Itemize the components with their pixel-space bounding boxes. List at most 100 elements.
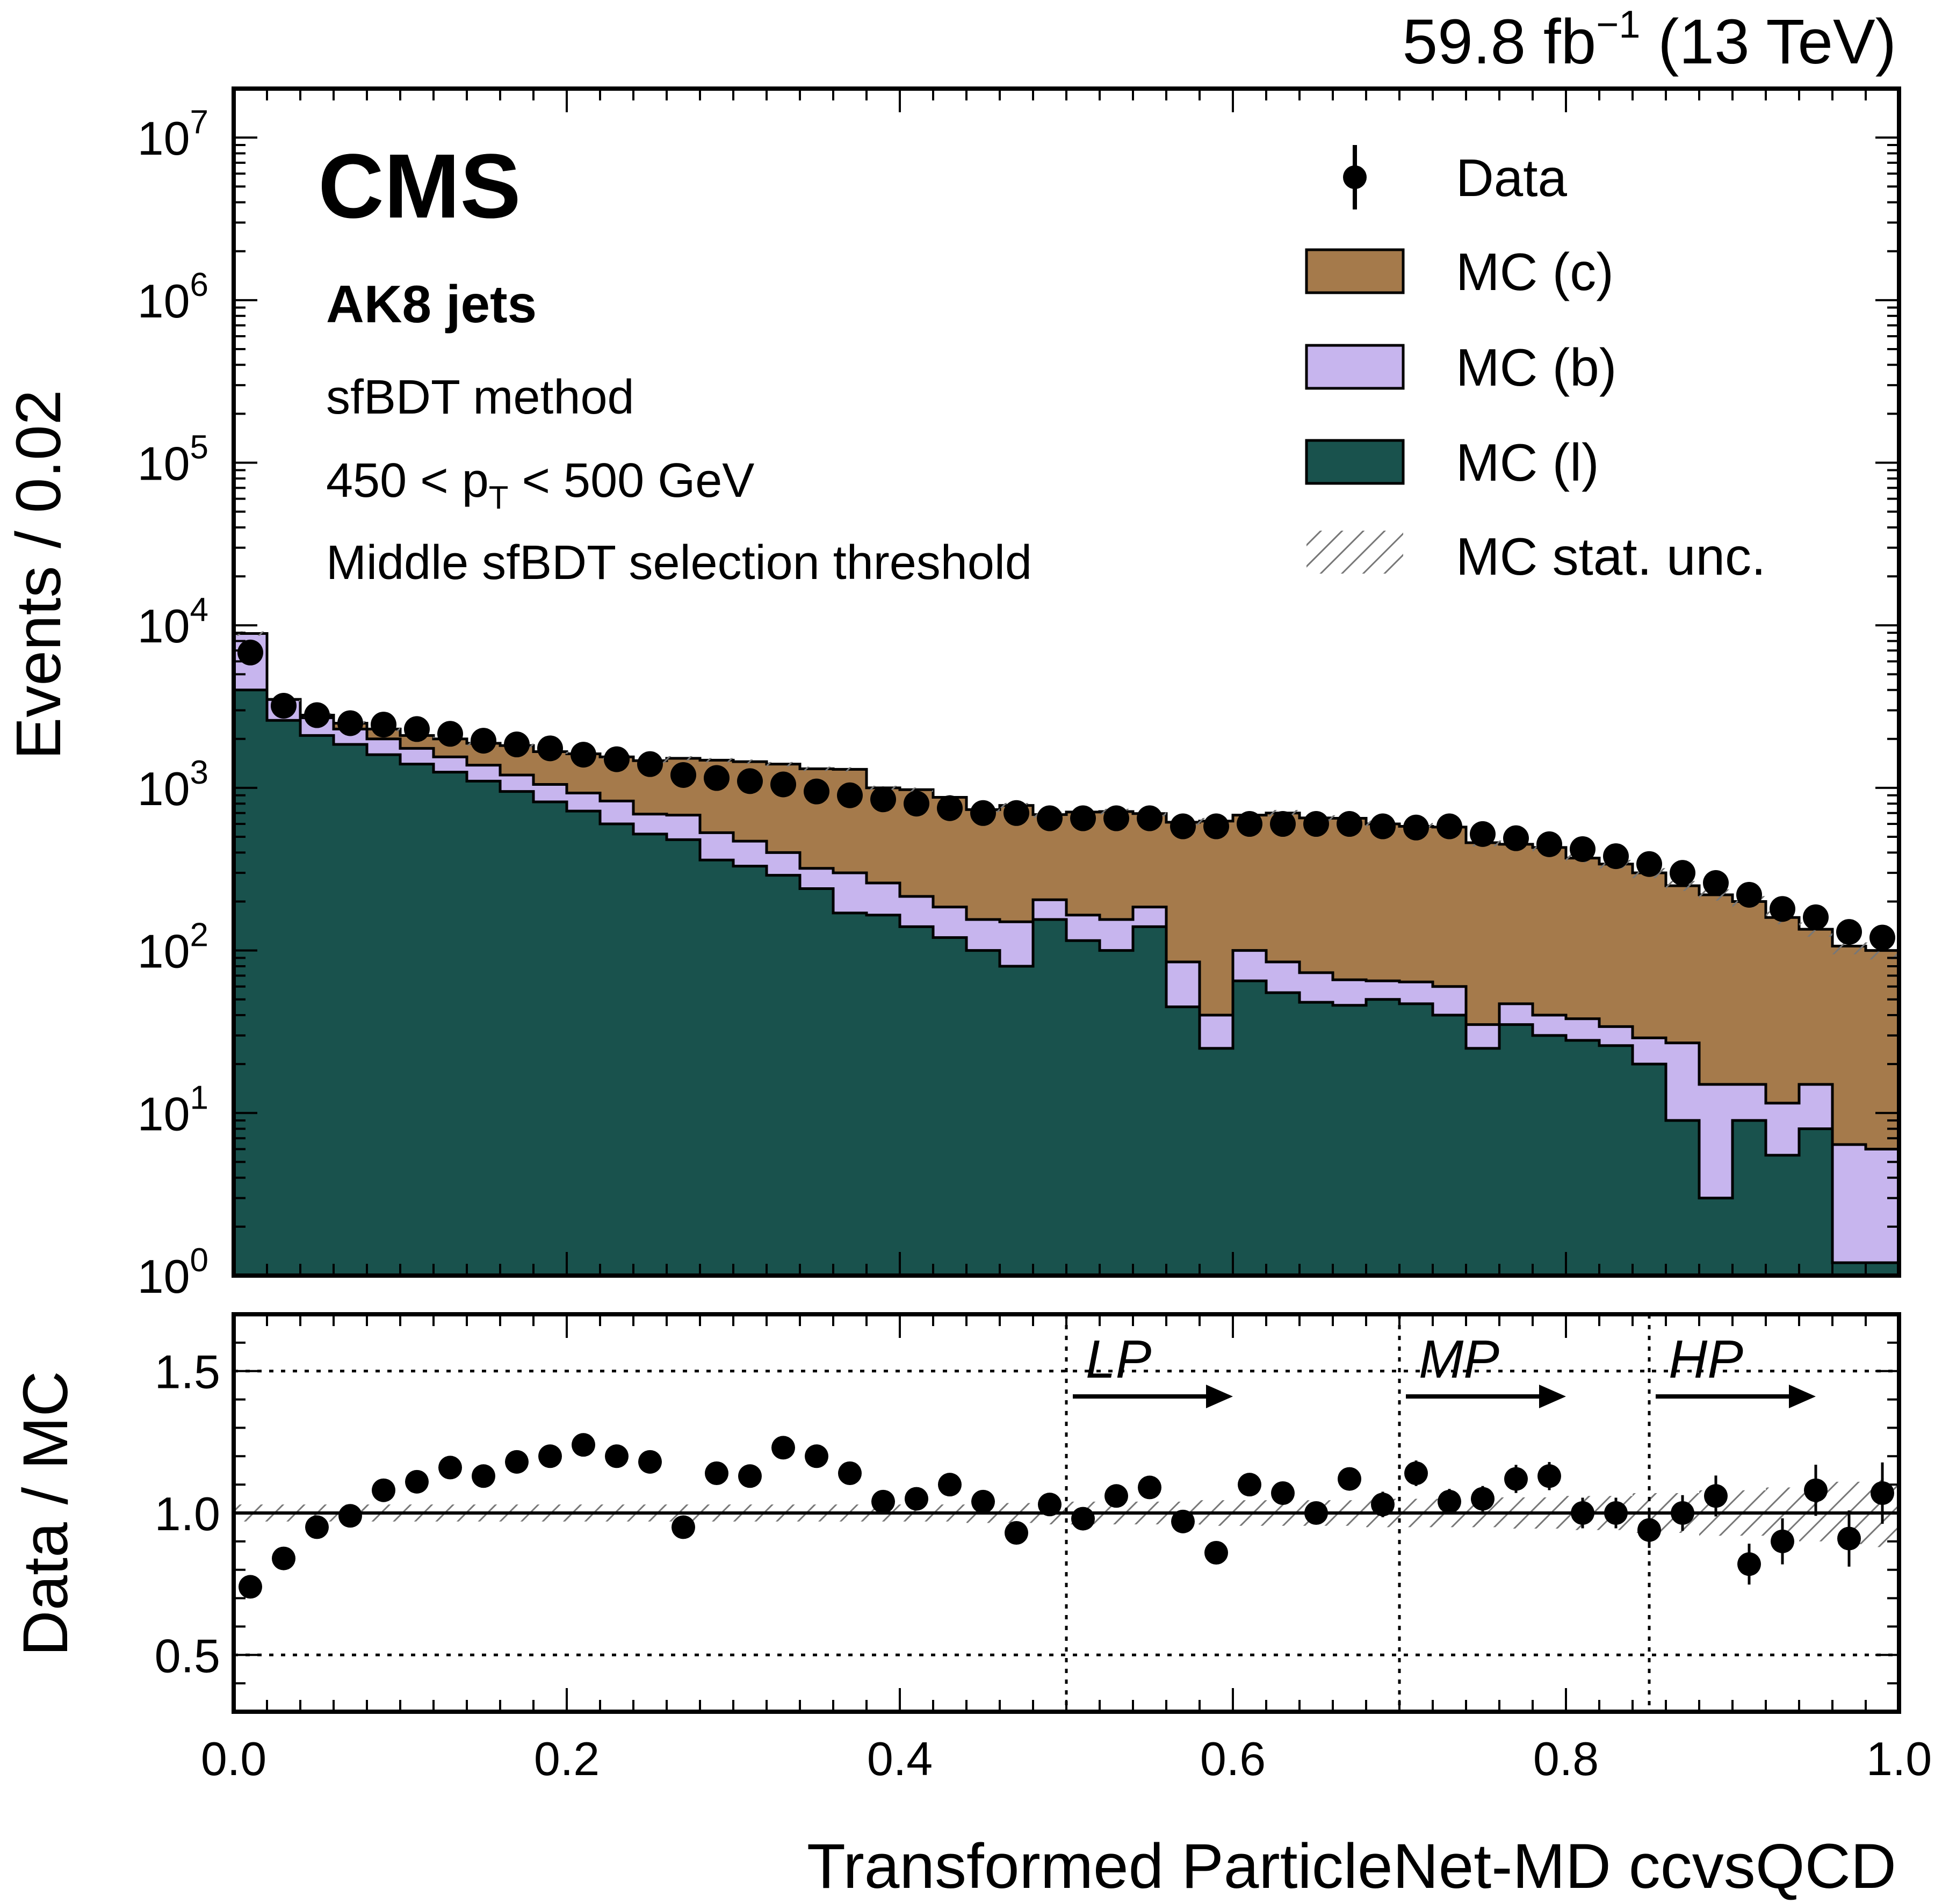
data-point — [737, 768, 763, 794]
stack-bar — [1533, 847, 1566, 1016]
stack-bar — [1166, 822, 1200, 962]
stack-bar — [1599, 1045, 1633, 1276]
stack-bar — [400, 748, 434, 764]
cms-label: CMS — [318, 135, 521, 237]
data-point — [1070, 805, 1096, 831]
ratio-point — [1504, 1467, 1528, 1491]
data-point — [1536, 831, 1562, 857]
data-point — [670, 762, 696, 788]
stack-bar — [1832, 1144, 1866, 1263]
data-point — [1403, 814, 1429, 841]
stack-bar — [1066, 940, 1100, 1276]
stack-bar — [1200, 1015, 1233, 1048]
data-point — [304, 702, 330, 728]
stack-bar — [567, 811, 601, 1276]
data-point — [1337, 811, 1362, 837]
data-point — [504, 732, 530, 758]
stack-bar — [367, 755, 401, 1276]
stack-bar — [300, 735, 334, 1276]
legend-item-mc-c: MC (c) — [1305, 242, 1614, 301]
stack-bar — [1466, 842, 1500, 1025]
stack-bar — [1100, 919, 1134, 951]
stack-bar — [1766, 1103, 1800, 1155]
x-tick-label: 0.8 — [1533, 1732, 1599, 1785]
stack-bar — [767, 852, 800, 875]
region-label-lp: LP — [1086, 1329, 1152, 1389]
stack-bar — [1233, 950, 1267, 981]
stack-bar — [767, 875, 800, 1276]
stack-bar — [1133, 926, 1167, 1276]
main-stat-unc-bin — [700, 758, 733, 763]
stack-bar — [1832, 946, 1866, 1145]
ratio-point — [1837, 1526, 1861, 1551]
stack-bar — [1633, 1038, 1666, 1065]
ratio-point — [1038, 1493, 1062, 1517]
y-tick-label: 102 — [138, 917, 208, 978]
ratio-point — [505, 1450, 529, 1474]
main-stat-unc-bin — [800, 766, 833, 771]
stack-bar — [1133, 907, 1167, 927]
stack-bar — [1499, 1024, 1533, 1276]
stack-bar — [1699, 1198, 1733, 1276]
ratio-point — [1338, 1467, 1361, 1491]
stack-bar — [1333, 980, 1367, 1005]
legend-item-mc-b: MC (b) — [1305, 338, 1616, 397]
stack-bar — [667, 839, 701, 1276]
y-tick-label: 100 — [138, 1242, 208, 1303]
stack-bar — [1200, 821, 1233, 1016]
data-point — [1503, 825, 1529, 851]
data-point — [1670, 860, 1695, 886]
stack-bar — [1566, 1040, 1600, 1276]
data-point — [937, 795, 963, 821]
stack-bar — [533, 784, 567, 802]
stack-bar — [1499, 1003, 1533, 1025]
stack-bar — [833, 873, 867, 913]
svg-text:MC (l): MC (l) — [1456, 433, 1599, 492]
legend-item-stat-unc: MC stat. unc. — [1306, 527, 1766, 586]
legend: Data MC (c) MC (b) MC (l) MC stat. unc. — [1305, 145, 1766, 586]
y-tick-label: 103 — [138, 754, 208, 815]
data-point — [1836, 919, 1862, 945]
ratio-point — [1104, 1484, 1128, 1508]
y-tick-label: 107 — [138, 104, 208, 165]
data-point — [537, 735, 563, 762]
ratio-point — [805, 1444, 828, 1468]
ratio-y-axis-title: Data / MC — [10, 1371, 81, 1656]
stack-bar — [1366, 824, 1400, 981]
stack-bar — [1033, 919, 1067, 1276]
stack-bar — [1566, 858, 1600, 1019]
stack-bar — [1499, 844, 1533, 1004]
stack-bar — [700, 860, 734, 1276]
ratio-point — [605, 1444, 629, 1468]
stack-bar — [1866, 1263, 1899, 1276]
stack-bar — [1233, 981, 1267, 1276]
x-tick-label: 1.0 — [1866, 1732, 1932, 1785]
ratio-point — [338, 1504, 362, 1528]
stack-bar — [533, 801, 567, 1276]
ratio-point — [538, 1444, 562, 1468]
region-arrowhead-hp — [1789, 1385, 1816, 1408]
x-tick-labels: 0.0 0.2 0.4 0.6 0.8 1.0 — [201, 1732, 1932, 1785]
main-stat-unc-bin — [234, 631, 267, 636]
ratio-point — [638, 1450, 662, 1474]
stack-bar — [1633, 873, 1666, 1038]
stack-bar — [1799, 1128, 1833, 1276]
stack-bar — [1732, 1120, 1766, 1276]
data-point — [1037, 805, 1063, 831]
main-stat-unc-bin — [900, 787, 933, 792]
stack-bar — [1533, 1015, 1566, 1036]
stack-bar — [1266, 961, 1300, 993]
ratio-point — [1071, 1507, 1095, 1531]
stack-bar — [467, 765, 501, 781]
ratio-point — [672, 1515, 695, 1539]
ratio-point — [1304, 1501, 1328, 1525]
ratio-point — [239, 1575, 262, 1599]
stack-bar — [1399, 982, 1433, 1004]
data-point — [1170, 813, 1196, 839]
stack-bar — [867, 882, 900, 915]
main-frame — [232, 86, 1901, 1278]
data-point — [804, 778, 829, 805]
ratio-point — [871, 1489, 895, 1514]
region-label-hp: HP — [1669, 1329, 1743, 1389]
stack-bar — [1866, 950, 1899, 1149]
